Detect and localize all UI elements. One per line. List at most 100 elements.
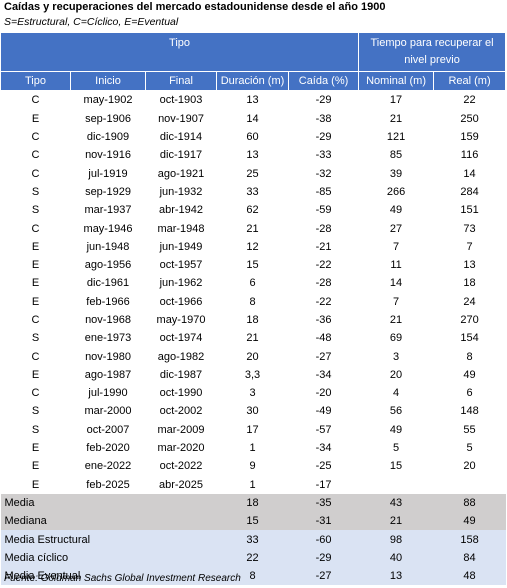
summary-row: Media Eventual 8 -27 13 48 [0,567,506,586]
cell: -27 [315,350,332,363]
cell: S [31,405,40,418]
cell: nov-1980 [85,350,131,363]
summary-label: Media Eventual [0,567,217,586]
cell: -22 [315,295,332,308]
cell: 33 [246,185,259,198]
cell: 3 [249,387,256,400]
cell: 8 [249,295,256,308]
cell: 158 [433,530,506,549]
cell: -35 [288,493,359,513]
cell: E [31,368,40,381]
cell: mar-1948 [157,222,205,235]
summary-label: Media cíclico [0,548,217,568]
cell: 7 [392,295,400,308]
cell: 30 [246,405,259,418]
cell: may-1902 [83,94,133,107]
cell: C [31,222,40,235]
column-header: Final [145,70,217,92]
cell: 56 [389,405,403,418]
cell: -48 [315,332,332,345]
cell: dic-1987 [159,368,203,381]
cell: oct-2002 [159,405,203,418]
cell: -85 [315,185,332,198]
cell: 116 [460,149,479,162]
cell: oct-1903 [159,94,203,107]
cell: mar-2020 [157,442,205,455]
cell: 49 [463,368,476,381]
cell: -38 [315,112,332,125]
cell: 84 [433,548,506,568]
cell: ago-1987 [84,368,132,381]
cell: -34 [315,442,332,455]
cell: nov-1968 [85,314,131,326]
cell: C [31,167,40,180]
cell: jun-1948 [86,240,130,253]
cell: -28 [315,222,332,235]
cell: 21 [358,512,434,531]
cell: -29 [315,94,332,107]
cell: ago-1982 [157,350,205,363]
cell: E [31,277,40,290]
cell: 8 [466,350,473,363]
cell: 3,3 [244,368,261,381]
cell: 15 [246,259,259,272]
summary-row: Media cíclico 22 -29 40 84 [0,548,506,568]
cell: abr-1942 [158,204,204,217]
cell: 5 [466,442,473,455]
cell: jun-1949 [159,240,203,253]
cell: abr-2025 [158,478,204,491]
cell: 13 [246,149,259,162]
cell: 17 [246,423,259,436]
cell: ene-1973 [84,332,132,345]
column-header: Tipo [0,70,71,92]
cell: 20 [463,460,476,473]
cell: 18 [463,277,476,290]
cell: 40 [358,548,434,568]
cell: -57 [315,423,332,436]
cell: -32 [315,167,332,180]
cell: 43 [358,493,434,513]
cell: 8 [216,567,289,586]
cell: feb-2025 [86,478,130,491]
cell: mar-1937 [84,204,132,217]
cell: 12 [246,240,259,253]
column-header: Nominal (m) [358,70,435,92]
cell: E [31,295,40,308]
cell: S [31,204,40,217]
cell: ago-1956 [84,259,132,272]
cell: E [31,259,40,272]
cell: dic-1917 [159,149,203,162]
cell: 55 [463,423,476,436]
cell: dic-1909 [86,131,130,144]
cell: 18 [246,314,259,326]
cell: -27 [288,567,359,586]
cell: 13 [358,567,434,586]
cell: 14 [389,277,403,290]
group-header: Tipo [0,32,360,72]
cell: C [31,350,40,363]
cell: E [31,442,40,455]
cell: 13 [463,259,476,272]
cell: 20 [246,350,259,363]
cell: 4 [392,387,400,400]
cell: 18 [216,493,289,513]
cell: oct-1974 [159,332,203,345]
cell: 49 [433,512,506,531]
summary-row: Media 18 -35 43 88 [0,493,506,513]
cell: 14 [246,112,259,125]
cell: 15 [216,512,289,531]
